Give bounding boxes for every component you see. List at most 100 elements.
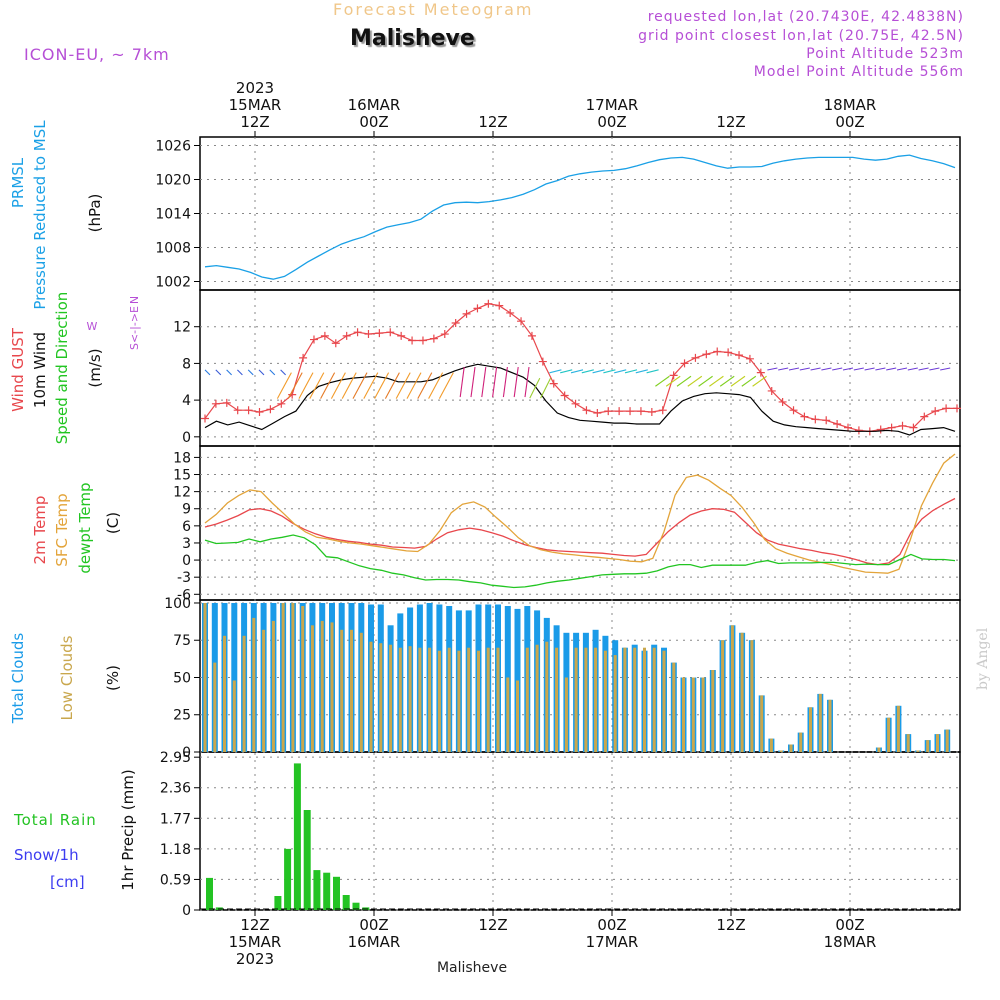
low-cloud-bar [213,662,217,752]
low-cloud-bar [525,647,529,752]
low-cloud-bar [320,620,324,752]
low-cloud-bar [330,622,334,752]
wind-direction-arrow [529,377,541,399]
grid-point-coordinates: grid point closest lon,lat (20.75E, 42.5… [638,28,964,44]
low-cloud-bar [828,699,832,752]
low-cloud-bar [594,647,598,752]
wind-direction-arrow [549,369,562,374]
wind-direction-arrow [481,367,487,398]
wind-direction-arrow [417,372,433,399]
wind-direction-arrow [665,375,681,387]
wind-direction-arrow [309,372,325,399]
point-altitude: Point Altitude 523m [806,46,964,62]
wind-direction-arrow [352,372,368,399]
sfc-temp-series [204,453,956,574]
wind-direction-arrow [799,367,810,371]
gust-point [473,304,482,313]
low-cloud-bar [721,640,725,752]
low-cloud-bar [574,647,578,752]
snow-unit-legend: [cm] [50,873,85,891]
time-label-bottom: 16MAR [348,933,401,951]
gust-point [953,404,961,413]
panel-frame-1 [199,289,961,447]
gust-point [266,405,275,414]
low-cloud-bar [379,643,383,752]
time-label-bottom: 00Z [597,916,626,934]
gust-point [800,412,809,421]
time-label-bottom: 12Z [478,916,507,934]
low-cloud-bar [564,677,568,752]
wind-series [204,363,956,436]
wind-direction-arrow [832,367,843,371]
gust-point [222,398,231,407]
low-cloud-bar [945,729,949,752]
low-cloud-bar [496,647,500,752]
temp-ytick-label: 0 [182,553,191,569]
pressure-series [204,154,956,280]
wind-direction-arrow [406,372,422,399]
wind-direction-arrow [320,372,336,399]
wind-direction-arrow [298,372,314,399]
wind-direction-arrow [592,369,605,374]
low-cloud-bar [301,606,305,752]
gust-point [451,319,460,328]
gust-point [364,330,373,339]
gust-point [331,339,340,348]
gust-point [375,329,384,338]
low-cloud-bar [701,677,705,752]
total-cloud-bar [514,608,521,752]
gust-point [353,328,362,337]
pressure-ytick-label: 1008 [155,241,191,257]
wind-direction-arrow [276,372,292,399]
gust-point [680,359,689,368]
temp-ytick-label: 3 [182,536,191,552]
time-label-top: 12Z [478,113,507,131]
precip-unit: 1hr Precip (mm) [119,769,137,890]
wind-direction-arrow [646,369,659,374]
gust-point [201,414,209,423]
low-cloud-bar [291,603,295,752]
wind-direction-arrow [842,367,854,371]
gust-point [593,408,602,417]
wind-direction-arrow [395,372,411,399]
wind-direction-arrow [540,377,552,399]
wind-direction-arrow [428,372,444,399]
low-cloud-bar [760,695,764,752]
gust-point [244,406,253,415]
pressure-label-short: PRMSL [9,157,27,208]
wind-direction-arrow [730,375,746,387]
gust-point [702,350,711,359]
low-cloud-bar [896,705,900,752]
model-label: ICON-EU, ~ 7km [24,45,170,64]
wind-direction-arrow [614,369,627,374]
gust-point [517,317,526,326]
gust-point [462,309,471,318]
low-cloud-bar [350,629,353,752]
precip-ytick-label: 2.36 [160,781,191,797]
gust-point [735,351,744,360]
pressure-ytick-label: 1014 [155,207,191,223]
wind-direction-arrow [459,367,465,398]
low-cloud-bar [486,647,490,752]
low-cloud-bar [262,629,266,752]
wind-direction-arrow [896,367,908,371]
low-cloud-bar [769,738,773,752]
wind-direction-arrow [502,367,508,398]
gust-point [854,426,863,435]
gust-point [440,330,449,339]
time-label-top: 17MAR [586,96,639,114]
temp-ytick-label: 9 [182,502,191,518]
gust-point [484,299,493,308]
wind-direction-arrow [204,369,211,376]
low-cloud-bar [779,750,783,752]
low-cloud-bar [926,740,930,752]
low-cloud-bar [535,644,539,752]
gust-point [647,408,656,417]
gust-point [418,336,427,345]
gust-point [495,301,504,310]
precip-ytick-label: 0.59 [160,872,191,888]
time-label-bottom: 15MAR [229,933,282,951]
low-cloud-bar [359,632,363,752]
wind-direction-arrow [363,372,379,399]
wind-direction-arrow [698,375,713,387]
